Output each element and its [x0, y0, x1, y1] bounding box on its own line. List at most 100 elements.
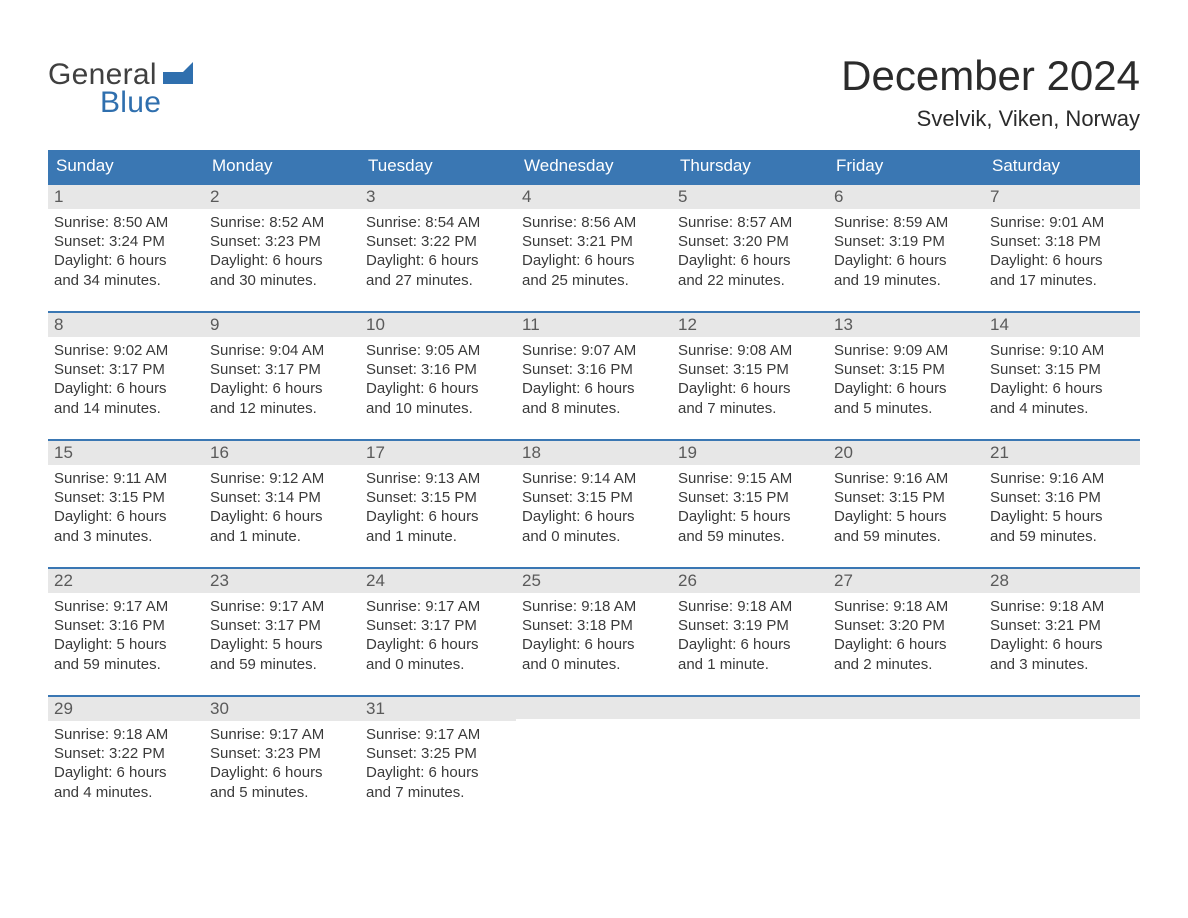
dl2-line: and 12 minutes. — [210, 399, 354, 418]
dl1-line: Daylight: 6 hours — [210, 251, 354, 270]
sunrise-line: Sunrise: 8:59 AM — [834, 213, 978, 232]
dl1-line: Daylight: 6 hours — [366, 763, 510, 782]
dl2-line: and 0 minutes. — [522, 655, 666, 674]
dl1-line: Daylight: 6 hours — [522, 507, 666, 526]
dl1-line: Daylight: 6 hours — [210, 763, 354, 782]
cell-body: Sunrise: 8:50 AMSunset: 3:24 PMDaylight:… — [48, 209, 204, 292]
calendar-page: General Blue December 2024 Svelvik, Vike… — [0, 0, 1188, 849]
sunset-line: Sunset: 3:15 PM — [522, 488, 666, 507]
cell-body: Sunrise: 9:10 AMSunset: 3:15 PMDaylight:… — [984, 337, 1140, 420]
sunrise-line: Sunrise: 9:18 AM — [678, 597, 822, 616]
date-number: 23 — [204, 569, 360, 593]
cell-body: Sunrise: 9:18 AMSunset: 3:20 PMDaylight:… — [828, 593, 984, 676]
logo: General Blue — [48, 58, 197, 120]
sunset-line: Sunset: 3:19 PM — [834, 232, 978, 251]
calendar-cell: 2Sunrise: 8:52 AMSunset: 3:23 PMDaylight… — [204, 185, 360, 297]
dl2-line: and 5 minutes. — [834, 399, 978, 418]
sunrise-line: Sunrise: 9:05 AM — [366, 341, 510, 360]
date-number: 28 — [984, 569, 1140, 593]
dl1-line: Daylight: 5 hours — [834, 507, 978, 526]
dl1-line: Daylight: 6 hours — [522, 379, 666, 398]
dl2-line: and 59 minutes. — [834, 527, 978, 546]
cell-body: Sunrise: 9:17 AMSunset: 3:17 PMDaylight:… — [204, 593, 360, 676]
cell-body: Sunrise: 9:13 AMSunset: 3:15 PMDaylight:… — [360, 465, 516, 548]
dl2-line: and 1 minute. — [366, 527, 510, 546]
dl1-line: Daylight: 6 hours — [990, 379, 1134, 398]
calendar-cell: 10Sunrise: 9:05 AMSunset: 3:16 PMDayligh… — [360, 313, 516, 425]
calendar-cell: 31Sunrise: 9:17 AMSunset: 3:25 PMDayligh… — [360, 697, 516, 809]
date-number: 22 — [48, 569, 204, 593]
calendar-cell: 15Sunrise: 9:11 AMSunset: 3:15 PMDayligh… — [48, 441, 204, 553]
week-row: 29Sunrise: 9:18 AMSunset: 3:22 PMDayligh… — [48, 695, 1140, 809]
calendar-cell: 23Sunrise: 9:17 AMSunset: 3:17 PMDayligh… — [204, 569, 360, 681]
sunrise-line: Sunrise: 8:54 AM — [366, 213, 510, 232]
sunset-line: Sunset: 3:25 PM — [366, 744, 510, 763]
calendar-cell: 30Sunrise: 9:17 AMSunset: 3:23 PMDayligh… — [204, 697, 360, 809]
dl2-line: and 59 minutes. — [678, 527, 822, 546]
sunrise-line: Sunrise: 9:07 AM — [522, 341, 666, 360]
sunset-line: Sunset: 3:15 PM — [834, 488, 978, 507]
cell-body: Sunrise: 9:15 AMSunset: 3:15 PMDaylight:… — [672, 465, 828, 548]
sunrise-line: Sunrise: 9:18 AM — [834, 597, 978, 616]
date-number: 16 — [204, 441, 360, 465]
sunset-line: Sunset: 3:20 PM — [678, 232, 822, 251]
dl2-line: and 14 minutes. — [54, 399, 198, 418]
dl2-line: and 7 minutes. — [678, 399, 822, 418]
dl2-line: and 10 minutes. — [366, 399, 510, 418]
sunrise-line: Sunrise: 9:18 AM — [522, 597, 666, 616]
calendar-cell — [672, 697, 828, 809]
date-number: 10 — [360, 313, 516, 337]
date-number: 24 — [360, 569, 516, 593]
dl1-line: Daylight: 5 hours — [678, 507, 822, 526]
dl2-line: and 22 minutes. — [678, 271, 822, 290]
sunset-line: Sunset: 3:20 PM — [834, 616, 978, 635]
cell-body: Sunrise: 9:18 AMSunset: 3:21 PMDaylight:… — [984, 593, 1140, 676]
cell-body: Sunrise: 9:17 AMSunset: 3:23 PMDaylight:… — [204, 721, 360, 804]
sunrise-line: Sunrise: 9:17 AM — [366, 597, 510, 616]
date-number: 1 — [48, 185, 204, 209]
date-number: 29 — [48, 697, 204, 721]
day-header-sat: Saturday — [984, 150, 1140, 183]
sunset-line: Sunset: 3:17 PM — [366, 616, 510, 635]
calendar-cell: 11Sunrise: 9:07 AMSunset: 3:16 PMDayligh… — [516, 313, 672, 425]
sunset-line: Sunset: 3:22 PM — [54, 744, 198, 763]
calendar-cell: 26Sunrise: 9:18 AMSunset: 3:19 PMDayligh… — [672, 569, 828, 681]
sunset-line: Sunset: 3:19 PM — [678, 616, 822, 635]
calendar-cell: 5 Sunrise: 8:57 AMSunset: 3:20 PMDaylight… — [672, 185, 828, 297]
dl2-line: and 4 minutes. — [990, 399, 1134, 418]
sunset-line: Sunset: 3:15 PM — [834, 360, 978, 379]
date-number: 12 — [672, 313, 828, 337]
dl1-line: Daylight: 6 hours — [990, 635, 1134, 654]
calendar-cell — [828, 697, 984, 809]
sunrise-line: Sunrise: 9:10 AM — [990, 341, 1134, 360]
calendar-cell: 14Sunrise: 9:10 AMSunset: 3:15 PMDayligh… — [984, 313, 1140, 425]
date-number: 9 — [204, 313, 360, 337]
calendar-cell: 3Sunrise: 8:54 AMSunset: 3:22 PMDaylight… — [360, 185, 516, 297]
calendar-cell: 20Sunrise: 9:16 AMSunset: 3:15 PMDayligh… — [828, 441, 984, 553]
calendar-cell: 28Sunrise: 9:18 AMSunset: 3:21 PMDayligh… — [984, 569, 1140, 681]
sunrise-line: Sunrise: 8:57 AM — [678, 213, 822, 232]
date-number: 19 — [672, 441, 828, 465]
sunset-line: Sunset: 3:14 PM — [210, 488, 354, 507]
cell-body: Sunrise: 9:12 AMSunset: 3:14 PMDaylight:… — [204, 465, 360, 548]
sunset-line: Sunset: 3:17 PM — [54, 360, 198, 379]
dl1-line: Daylight: 6 hours — [54, 379, 198, 398]
sunset-line: Sunset: 3:15 PM — [678, 360, 822, 379]
sunrise-line: Sunrise: 8:56 AM — [522, 213, 666, 232]
sunset-line: Sunset: 3:15 PM — [366, 488, 510, 507]
calendar-cell: 17Sunrise: 9:13 AMSunset: 3:15 PMDayligh… — [360, 441, 516, 553]
sunrise-line: Sunrise: 9:17 AM — [366, 725, 510, 744]
calendar-cell: 27Sunrise: 9:18 AMSunset: 3:20 PMDayligh… — [828, 569, 984, 681]
date-number: 8 — [48, 313, 204, 337]
week-row: 1Sunrise: 8:50 AMSunset: 3:24 PMDaylight… — [48, 183, 1140, 297]
date-number: 5 — [672, 185, 828, 209]
dl2-line: and 7 minutes. — [366, 783, 510, 802]
dl1-line: Daylight: 6 hours — [678, 251, 822, 270]
dl2-line: and 2 minutes. — [834, 655, 978, 674]
cell-body: Sunrise: 8:54 AMSunset: 3:22 PMDaylight:… — [360, 209, 516, 292]
calendar-cell: 12Sunrise: 9:08 AMSunset: 3:15 PMDayligh… — [672, 313, 828, 425]
sunset-line: Sunset: 3:24 PM — [54, 232, 198, 251]
dl1-line: Daylight: 6 hours — [522, 251, 666, 270]
date-number: 27 — [828, 569, 984, 593]
sunrise-line: Sunrise: 9:15 AM — [678, 469, 822, 488]
